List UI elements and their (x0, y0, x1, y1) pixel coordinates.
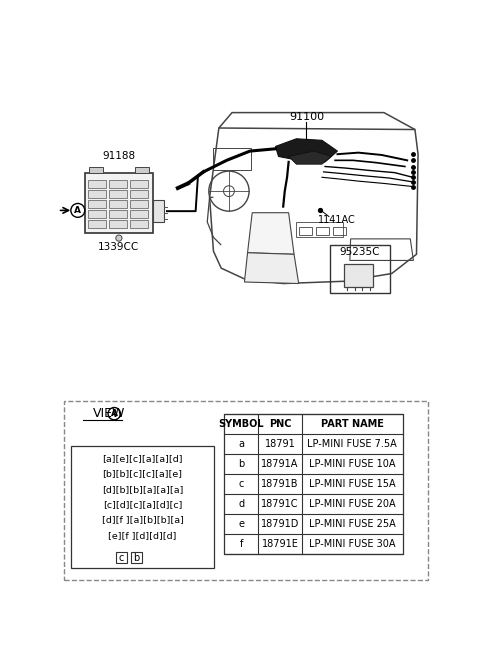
Text: 18791B: 18791B (261, 479, 299, 489)
Bar (109, 180, 127, 188)
Bar (109, 199, 127, 208)
Bar (109, 210, 127, 218)
Bar (135, 167, 149, 173)
Text: 91188: 91188 (102, 152, 135, 161)
Text: LP-MINI FUSE 10A: LP-MINI FUSE 10A (309, 459, 396, 469)
Text: LP-MINI FUSE 15A: LP-MINI FUSE 15A (309, 479, 396, 489)
Bar (88, 190, 106, 198)
Circle shape (116, 235, 122, 241)
Polygon shape (276, 139, 337, 162)
Bar (299, 226, 312, 235)
Bar (132, 552, 142, 563)
Polygon shape (244, 253, 299, 283)
Bar (88, 220, 106, 228)
Bar (153, 200, 164, 222)
Text: b: b (238, 459, 244, 469)
Bar (88, 210, 106, 218)
Bar (130, 210, 147, 218)
Text: f: f (240, 539, 243, 549)
Bar (88, 180, 106, 188)
Bar (224, 414, 403, 554)
Text: 95235C: 95235C (340, 247, 380, 257)
Text: [a][e][c][a][a][d]: [a][e][c][a][a][d] (102, 454, 183, 463)
Bar (214, 148, 251, 170)
Bar (89, 167, 103, 173)
Text: 18791D: 18791D (261, 519, 300, 529)
Bar (130, 199, 147, 208)
Text: [e][f ][d][d][d]: [e][f ][d][d][d] (108, 531, 177, 540)
Text: c: c (239, 479, 244, 489)
Text: PART NAME: PART NAME (321, 419, 384, 428)
Text: a: a (239, 439, 244, 449)
Text: [c][d][c][a][d][c]: [c][d][c][a][d][c] (103, 500, 182, 509)
Text: VIEW: VIEW (93, 407, 125, 420)
Text: 1339CC: 1339CC (98, 242, 140, 253)
Bar (88, 199, 106, 208)
Bar (344, 264, 373, 287)
Text: e: e (239, 519, 244, 529)
Bar (130, 220, 147, 228)
Text: 18791C: 18791C (261, 499, 299, 509)
Circle shape (71, 203, 85, 217)
Text: SYMBOL: SYMBOL (218, 419, 264, 428)
Text: 18791E: 18791E (262, 539, 299, 549)
Bar (316, 226, 329, 235)
Text: [d][b][b][a][a][a]: [d][b][b][a][a][a] (102, 485, 183, 493)
Bar (130, 180, 147, 188)
Text: LP-MINI FUSE 30A: LP-MINI FUSE 30A (309, 539, 396, 549)
Bar (109, 190, 127, 198)
Polygon shape (248, 213, 294, 255)
Text: [d][f ][a][b][b][a]: [d][f ][a][b][b][a] (102, 516, 183, 524)
Text: d: d (238, 499, 244, 509)
Text: PNC: PNC (269, 419, 291, 428)
Text: [b][b][c][c][a][e]: [b][b][c][c][a][e] (103, 469, 182, 478)
Bar (64, 401, 428, 580)
Text: LP-MINI FUSE 20A: LP-MINI FUSE 20A (309, 499, 396, 509)
Bar (116, 552, 127, 563)
Text: A: A (74, 206, 81, 215)
Polygon shape (288, 151, 331, 164)
Text: A: A (111, 409, 118, 418)
Text: LP-MINI FUSE 25A: LP-MINI FUSE 25A (309, 519, 396, 529)
Bar (330, 245, 390, 293)
Bar (333, 226, 346, 235)
Bar (85, 173, 153, 234)
Bar (130, 190, 147, 198)
Text: LP-MINI FUSE 7.5A: LP-MINI FUSE 7.5A (307, 439, 397, 449)
Bar (296, 222, 343, 237)
Text: 18791: 18791 (265, 439, 296, 449)
Text: 18791A: 18791A (262, 459, 299, 469)
Bar (109, 220, 127, 228)
Text: 91100: 91100 (289, 112, 324, 122)
Bar (71, 446, 214, 567)
Text: 1141AC: 1141AC (318, 215, 356, 226)
Text: c: c (119, 552, 124, 563)
Text: b: b (133, 552, 140, 563)
